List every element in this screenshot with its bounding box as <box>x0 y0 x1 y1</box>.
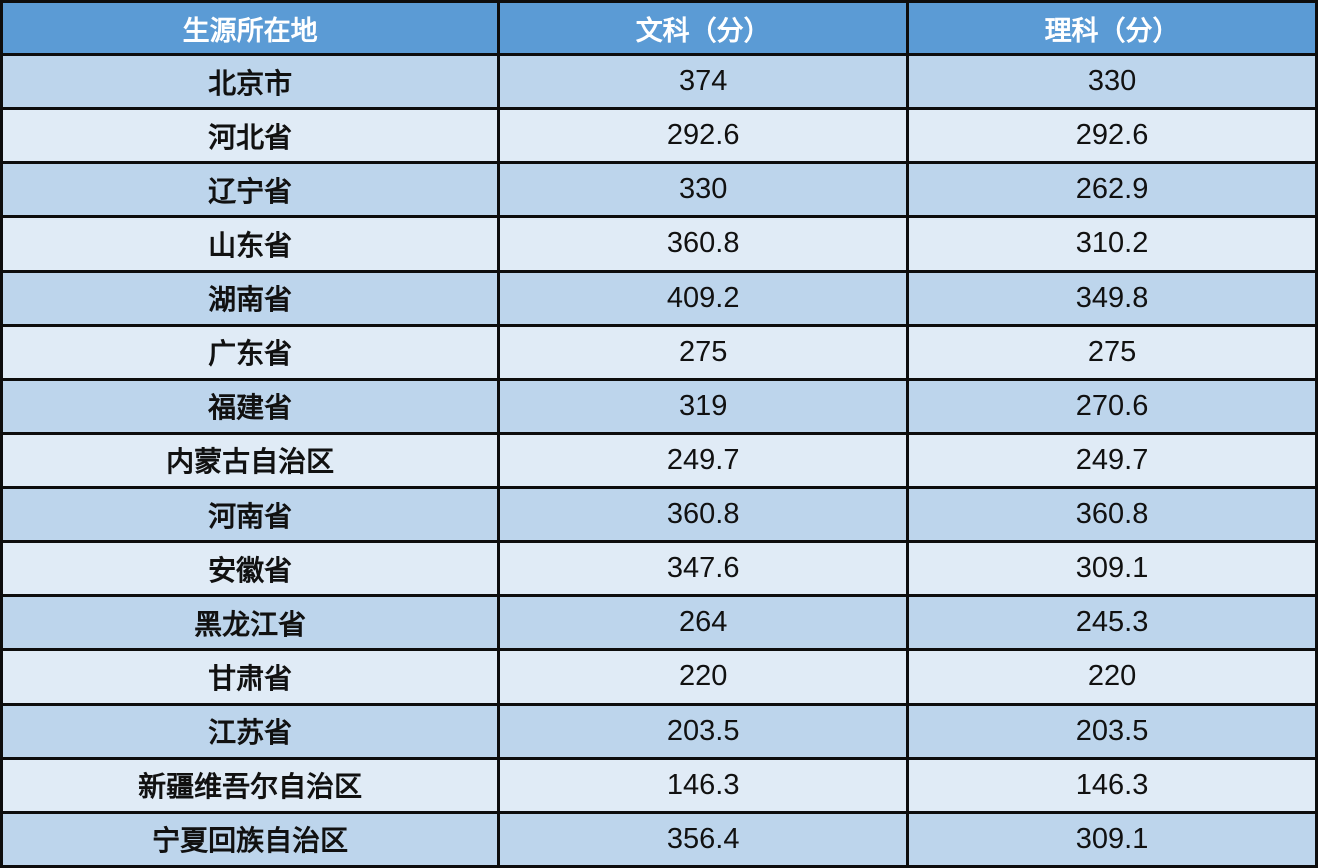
science-score-cell: 146.3 <box>909 759 1315 811</box>
table-row: 湖南省 409.2 349.8 <box>3 272 1315 324</box>
science-score-cell: 203.5 <box>909 705 1315 757</box>
region-cell: 河南省 <box>3 489 498 541</box>
arts-score-cell: 347.6 <box>500 543 907 595</box>
arts-score-cell: 319 <box>500 380 907 432</box>
region-cell: 内蒙古自治区 <box>3 434 498 486</box>
region-cell: 宁夏回族自治区 <box>3 813 498 865</box>
table-row: 福建省 319 270.6 <box>3 380 1315 432</box>
table-row: 河北省 292.6 292.6 <box>3 110 1315 162</box>
table-body: 北京市 374 330 河北省 292.6 292.6 辽宁省 330 262.… <box>3 56 1315 865</box>
table-row: 江苏省 203.5 203.5 <box>3 705 1315 757</box>
science-score-cell: 360.8 <box>909 489 1315 541</box>
arts-score-cell: 374 <box>500 56 907 108</box>
region-cell: 安徽省 <box>3 543 498 595</box>
science-score-cell: 349.8 <box>909 272 1315 324</box>
header-arts: 文科（分） <box>500 3 907 53</box>
science-score-cell: 330 <box>909 56 1315 108</box>
region-cell: 河北省 <box>3 110 498 162</box>
science-score-cell: 270.6 <box>909 380 1315 432</box>
science-score-cell: 245.3 <box>909 597 1315 649</box>
region-cell: 福建省 <box>3 380 498 432</box>
arts-score-cell: 264 <box>500 597 907 649</box>
region-cell: 新疆维吾尔自治区 <box>3 759 498 811</box>
region-cell: 山东省 <box>3 218 498 270</box>
region-cell: 湖南省 <box>3 272 498 324</box>
table-row: 安徽省 347.6 309.1 <box>3 543 1315 595</box>
region-cell: 甘肃省 <box>3 651 498 703</box>
arts-score-cell: 356.4 <box>500 813 907 865</box>
science-score-cell: 262.9 <box>909 164 1315 216</box>
region-cell: 江苏省 <box>3 705 498 757</box>
table-header-row: 生源所在地 文科（分） 理科（分） <box>3 3 1315 53</box>
science-score-cell: 292.6 <box>909 110 1315 162</box>
table-row: 广东省 275 275 <box>3 326 1315 378</box>
table-row: 甘肃省 220 220 <box>3 651 1315 703</box>
table-row: 黑龙江省 264 245.3 <box>3 597 1315 649</box>
science-score-cell: 275 <box>909 326 1315 378</box>
table-row: 新疆维吾尔自治区 146.3 146.3 <box>3 759 1315 811</box>
arts-score-cell: 220 <box>500 651 907 703</box>
science-score-cell: 220 <box>909 651 1315 703</box>
arts-score-cell: 409.2 <box>500 272 907 324</box>
region-cell: 北京市 <box>3 56 498 108</box>
table-row: 河南省 360.8 360.8 <box>3 489 1315 541</box>
region-cell: 辽宁省 <box>3 164 498 216</box>
table-row: 辽宁省 330 262.9 <box>3 164 1315 216</box>
science-score-cell: 249.7 <box>909 434 1315 486</box>
arts-score-cell: 275 <box>500 326 907 378</box>
arts-score-cell: 292.6 <box>500 110 907 162</box>
arts-score-cell: 203.5 <box>500 705 907 757</box>
header-region: 生源所在地 <box>3 3 498 53</box>
arts-score-cell: 360.8 <box>500 489 907 541</box>
region-cell: 黑龙江省 <box>3 597 498 649</box>
arts-score-cell: 360.8 <box>500 218 907 270</box>
science-score-cell: 309.1 <box>909 813 1315 865</box>
arts-score-cell: 249.7 <box>500 434 907 486</box>
header-science: 理科（分） <box>909 3 1315 53</box>
table-row: 北京市 374 330 <box>3 56 1315 108</box>
science-score-cell: 309.1 <box>909 543 1315 595</box>
region-cell: 广东省 <box>3 326 498 378</box>
table-row: 山东省 360.8 310.2 <box>3 218 1315 270</box>
table-row: 宁夏回族自治区 356.4 309.1 <box>3 813 1315 865</box>
arts-score-cell: 146.3 <box>500 759 907 811</box>
arts-score-cell: 330 <box>500 164 907 216</box>
science-score-cell: 310.2 <box>909 218 1315 270</box>
table-row: 内蒙古自治区 249.7 249.7 <box>3 434 1315 486</box>
